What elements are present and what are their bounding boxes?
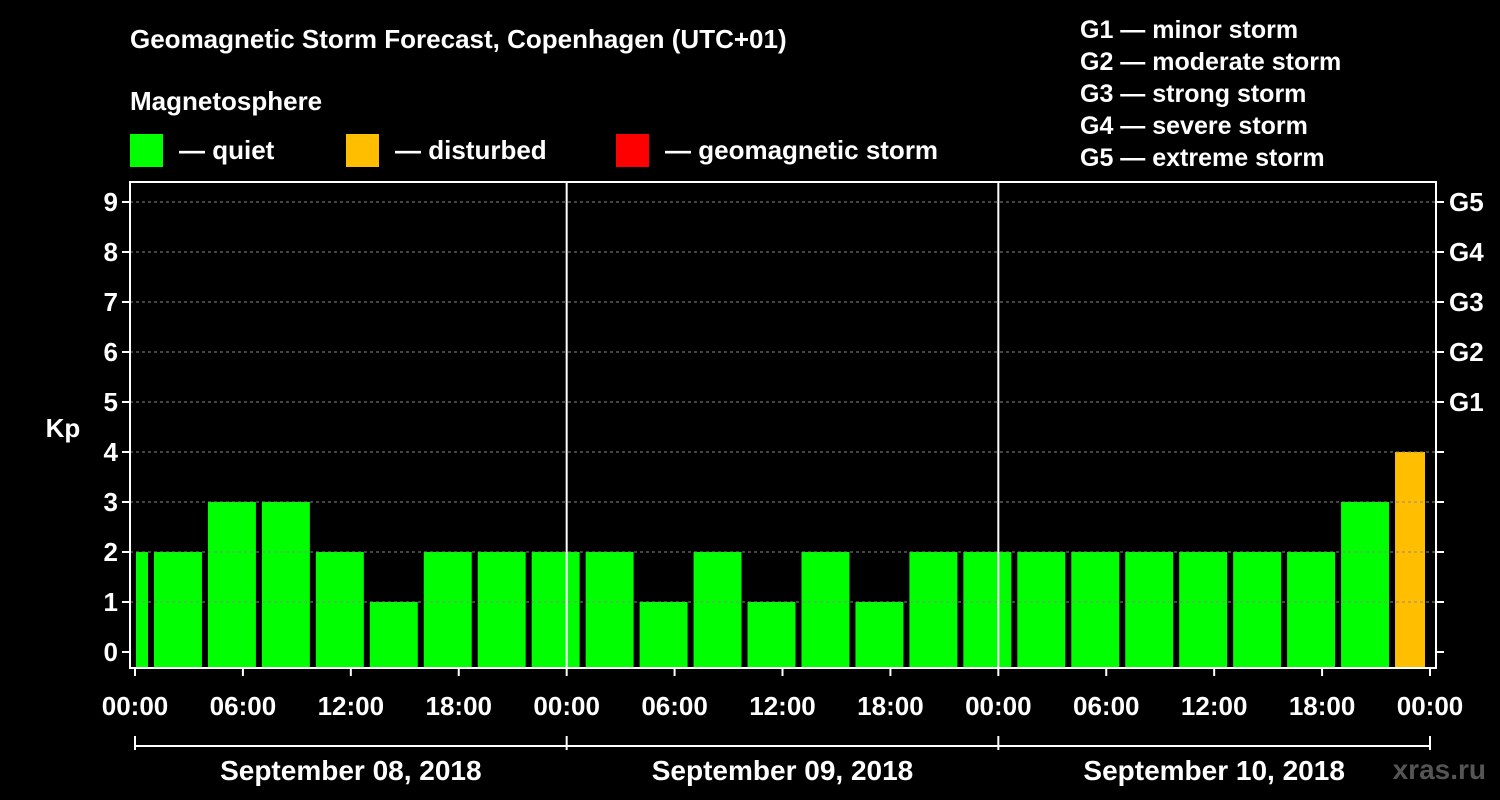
kp-bar: [136, 552, 148, 668]
kp-bar: [1395, 452, 1425, 668]
kp-bar: [261, 502, 310, 668]
kp-bar: [1071, 552, 1120, 668]
storm-scale-g2: G2 — moderate storm: [1080, 48, 1342, 76]
y-tick-label: 1: [104, 587, 118, 617]
kp-bar: [747, 602, 796, 668]
legend-label-quiet: — quiet: [179, 134, 275, 165]
legend-label-storm: — geomagnetic storm: [665, 134, 939, 165]
g-scale-label: G4: [1449, 237, 1484, 267]
legend-item-quiet: — quiet: [130, 133, 274, 167]
legend-swatch-storm: [616, 133, 649, 167]
y-tick-label: 8: [104, 237, 118, 267]
y-axis-label: Kp: [46, 413, 81, 443]
kp-bar: [963, 552, 1012, 668]
kp-bar: [477, 552, 526, 668]
x-tick-label: 06:00: [1073, 691, 1140, 721]
y-tick-label: 3: [104, 487, 118, 517]
kp-bar: [1125, 552, 1174, 668]
kp-bar: [369, 602, 418, 668]
g-scale-label: G1: [1449, 387, 1484, 417]
kp-bar: [315, 552, 364, 668]
y-tick-label: 6: [104, 337, 118, 367]
y-tick-label: 4: [104, 437, 119, 467]
x-tick-label: 00:00: [533, 691, 600, 721]
y-tick-label: 0: [104, 637, 118, 667]
x-tick-label: 00:00: [102, 691, 169, 721]
kp-bar: [423, 552, 472, 668]
x-tick-label: 00:00: [965, 691, 1032, 721]
kp-bar: [1179, 552, 1228, 668]
day-label: September 09, 2018: [652, 755, 914, 786]
storm-scale-g3: G3 — strong storm: [1080, 80, 1307, 108]
kp-bar: [153, 552, 202, 668]
kp-bar: [531, 552, 580, 668]
legend-item-storm: — geomagnetic storm: [616, 133, 938, 167]
legend-item-disturbed: — disturbed: [346, 133, 547, 167]
legend-swatch-quiet: [130, 133, 163, 167]
kp-bar: [1341, 502, 1390, 668]
chart-title: Geomagnetic Storm Forecast, Copenhagen (…: [130, 24, 787, 54]
g-scale-label: G3: [1449, 287, 1484, 317]
y-tick-label: 2: [104, 537, 118, 567]
x-tick-label: 12:00: [1181, 691, 1248, 721]
x-tick-label: 06:00: [641, 691, 708, 721]
kp-bar: [693, 552, 742, 668]
y-tick-label: 5: [104, 387, 118, 417]
x-tick-label: 18:00: [426, 691, 493, 721]
x-tick-label: 18:00: [1289, 691, 1356, 721]
kp-bar: [855, 602, 904, 668]
storm-scale-legend: G1 — minor storm G2 — moderate storm G3 …: [1080, 14, 1341, 174]
x-tick-label: 12:00: [749, 691, 816, 721]
kp-bar: [585, 552, 634, 668]
y-tick-label: 7: [104, 287, 118, 317]
x-tick-label: 00:00: [1397, 691, 1464, 721]
day-label: September 08, 2018: [220, 755, 482, 786]
watermark: xras.ru: [1392, 754, 1486, 785]
storm-scale-g5: G5 — extreme storm: [1080, 144, 1325, 172]
y-tick-label: 9: [104, 187, 118, 217]
kp-bar: [1017, 552, 1066, 668]
legend-swatch-disturbed: [346, 133, 379, 167]
kp-bar: [1233, 552, 1282, 668]
g-scale-label: G5: [1449, 187, 1484, 217]
kp-bar: [909, 552, 958, 668]
g-scale-label: G2: [1449, 337, 1484, 367]
storm-scale-g1: G1 — minor storm: [1080, 16, 1299, 44]
x-tick-label: 12:00: [318, 691, 385, 721]
storm-scale-g4: G4 — severe storm: [1080, 112, 1308, 140]
kp-bar: [801, 552, 850, 668]
day-label: September 10, 2018: [1083, 755, 1345, 786]
legend-heading: Magnetosphere: [130, 86, 323, 116]
kp-bar: [639, 602, 688, 668]
legend-label-disturbed: — disturbed: [395, 134, 547, 165]
x-tick-label: 18:00: [857, 691, 924, 721]
kp-bar: [207, 502, 256, 668]
x-tick-label: 06:00: [210, 691, 277, 721]
kp-bar: [1287, 552, 1336, 668]
